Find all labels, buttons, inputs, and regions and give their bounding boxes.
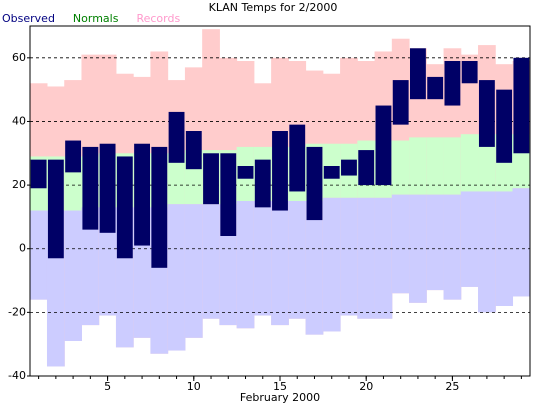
observed-bar <box>65 140 82 173</box>
observed-bar <box>341 159 357 176</box>
below-normal-range <box>460 191 479 287</box>
below-normal-range <box>512 188 531 297</box>
legend-entry: Records <box>136 12 180 25</box>
x-tick-label: 15 <box>273 380 287 393</box>
plot-frame <box>29 25 531 377</box>
observed-bar <box>444 61 461 106</box>
normal-range <box>443 137 462 195</box>
observed-bar <box>461 61 478 84</box>
observed-bar <box>185 131 202 170</box>
below-normal-range <box>253 201 272 316</box>
observed-bar <box>30 159 47 189</box>
normal-range <box>426 137 445 195</box>
below-normal-range <box>426 194 445 291</box>
normal-range <box>460 134 479 192</box>
observed-bar <box>410 48 426 100</box>
x-tick-label: 5 <box>104 380 111 393</box>
below-normal-range <box>271 201 289 326</box>
below-normal-range <box>374 197 393 319</box>
observed-bar <box>168 111 185 163</box>
below-normal-range <box>391 194 410 294</box>
chart-title: KLAN Temps for 2/2000 <box>209 1 338 14</box>
below-normal-range <box>202 204 220 319</box>
below-normal-range <box>167 204 186 351</box>
below-normal-range <box>184 204 203 338</box>
below-normal-range <box>81 207 100 326</box>
observed-bar <box>358 150 375 186</box>
observed-bar <box>323 166 340 179</box>
y-tick-label: 20 <box>12 178 26 191</box>
below-normal-range <box>64 210 82 341</box>
x-axis-label: February 2000 <box>240 391 320 404</box>
y-tick-label: 0 <box>19 242 26 255</box>
below-normal-range <box>305 201 324 335</box>
observed-bar <box>47 159 64 259</box>
observed-bar <box>513 57 530 154</box>
x-tick-label: 20 <box>359 380 373 393</box>
y-tick-label: 60 <box>12 51 26 64</box>
below-normal-range <box>288 201 307 319</box>
below-normal-range <box>322 197 341 332</box>
observed-bar <box>272 131 288 211</box>
x-tick-label: 25 <box>445 380 459 393</box>
observed-bar <box>375 105 392 186</box>
below-normal-range <box>443 194 462 300</box>
below-normal-range <box>98 207 117 316</box>
observed-bar <box>496 89 513 163</box>
y-tick-label: -20 <box>8 305 26 318</box>
below-normal-range <box>478 191 496 313</box>
legend-entry: Normals <box>73 12 119 25</box>
observed-bar <box>116 156 133 259</box>
observed-bar <box>254 159 271 208</box>
observed-bar <box>99 143 116 233</box>
legend-entry: Observed <box>2 12 55 25</box>
x-tick-label: 10 <box>187 380 201 393</box>
observed-bar <box>392 80 409 125</box>
observed-bar <box>289 124 306 192</box>
below-normal-range <box>340 197 358 316</box>
y-tick-label: 40 <box>12 114 26 127</box>
observed-bar <box>151 146 168 268</box>
observed-bar <box>134 143 150 246</box>
observed-bar <box>306 146 323 221</box>
observed-bar <box>237 166 254 179</box>
y-tick-label: -40 <box>8 369 26 382</box>
normal-range <box>391 140 410 195</box>
normal-range <box>478 134 496 192</box>
below-normal-range <box>236 201 255 329</box>
normal-range <box>409 137 427 195</box>
below-normal-range <box>357 197 376 319</box>
observed-bar <box>203 153 219 205</box>
observed-bar <box>220 153 237 236</box>
observed-bar <box>478 80 495 147</box>
below-normal-range <box>409 194 427 303</box>
observed-bar <box>427 76 444 100</box>
observed-bar <box>82 146 99 230</box>
below-normal-range <box>29 210 48 300</box>
normal-range <box>167 153 186 205</box>
